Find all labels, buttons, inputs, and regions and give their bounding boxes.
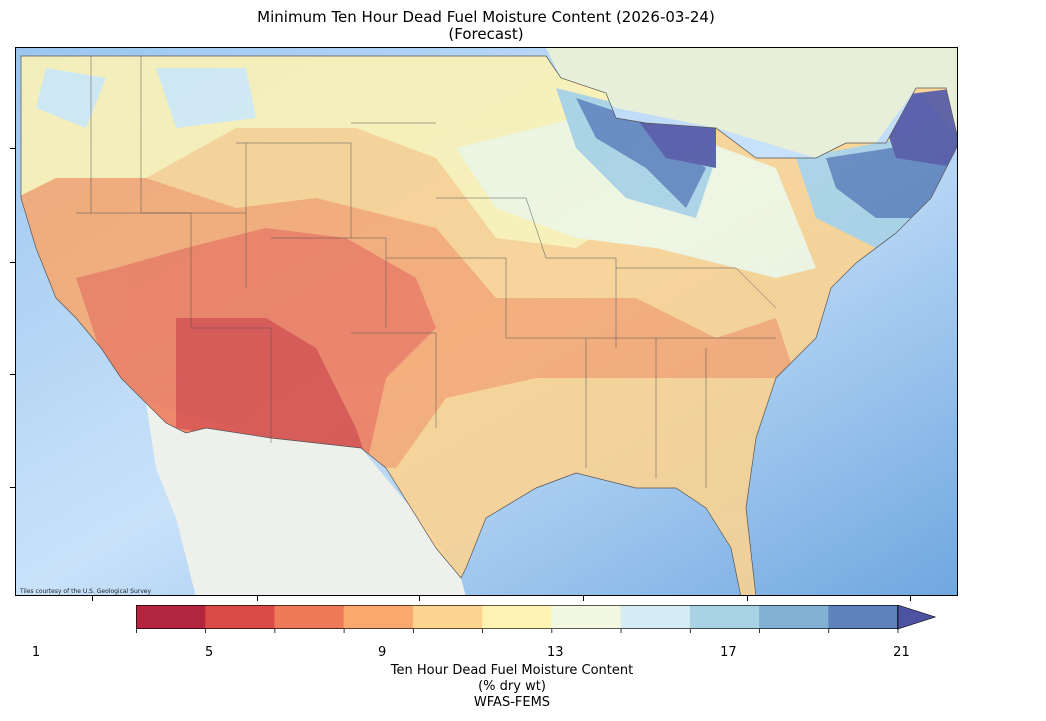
y-tick (10, 148, 15, 149)
colorbar (136, 605, 937, 633)
colorbar-bin (136, 605, 206, 629)
map-title: Minimum Ten Hour Dead Fuel Moisture Cont… (257, 8, 715, 26)
map-canvas: Tiles courtesy of the U.S. Geological Su… (16, 48, 957, 595)
y-tick (10, 487, 15, 488)
colorbar-bin (482, 605, 552, 629)
map-subtitle: (Forecast) (448, 25, 524, 43)
colorbar-tick-label: 17 (720, 645, 737, 660)
canada-land (16, 48, 957, 158)
fuel-moisture-map: Tiles courtesy of the U.S. Geological Su… (15, 47, 958, 596)
colorbar-tick-label: 1 (31, 645, 41, 660)
colorbar-units: (% dry wt) (478, 679, 546, 694)
colorbar-bin (759, 605, 829, 629)
colorbar-tick-label: 9 (378, 645, 387, 660)
colorbar-tick-label: 5 (204, 645, 214, 660)
y-tick (10, 374, 15, 375)
tile-credit: Tiles courtesy of the U.S. Geological Su… (19, 588, 151, 595)
colorbar-outline (136, 605, 899, 629)
colorbar-bin (551, 605, 622, 629)
colorbar-bin (689, 605, 760, 629)
colorbar-bin (205, 605, 275, 629)
x-tick (747, 596, 748, 601)
colorbar-bin (274, 605, 345, 629)
colorbar-tick-label: 13 (546, 645, 564, 660)
y-tick (10, 262, 15, 263)
x-tick (92, 596, 93, 601)
colorbar-source: WFAS-FEMS (473, 695, 551, 710)
colorbar-bin (343, 605, 414, 629)
colorbar-label: Ten Hour Dead Fuel Moisture Content (390, 663, 634, 678)
x-tick (583, 596, 584, 601)
colorbar-tick-label: 21 (893, 645, 910, 660)
colorbar-extend-arrow (897, 605, 937, 630)
colorbar-bin (412, 605, 483, 629)
x-tick (419, 596, 420, 601)
colorbar-bin (828, 605, 898, 629)
zone-21-23 (576, 98, 956, 218)
colorbar-bin (620, 605, 691, 629)
x-tick (910, 596, 911, 601)
x-tick (257, 596, 258, 601)
mexico-land (146, 403, 466, 595)
state-borders (76, 56, 777, 488)
